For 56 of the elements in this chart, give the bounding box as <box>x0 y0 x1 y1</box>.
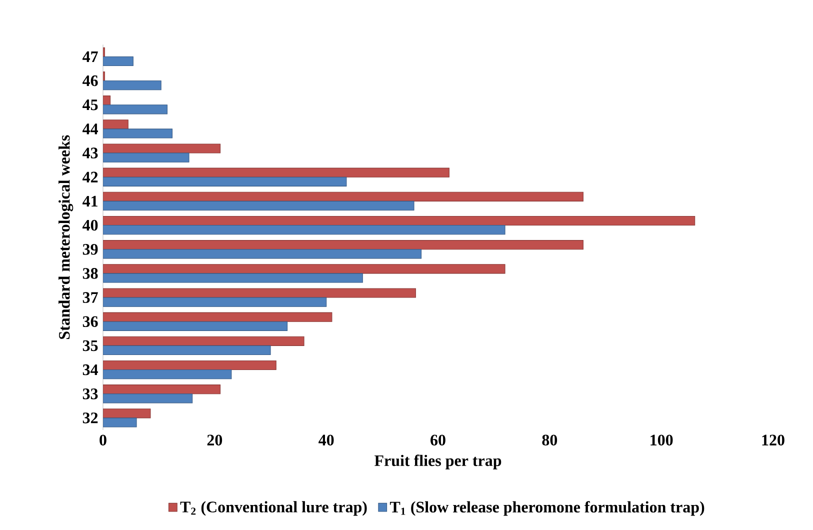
y-tick-label: 45 <box>82 100 98 110</box>
bar <box>103 56 134 66</box>
y-tick-label: 39 <box>82 244 98 255</box>
bar <box>103 80 162 90</box>
bar <box>103 408 151 418</box>
y-tick-label: 47 <box>82 51 98 62</box>
bar <box>103 370 232 380</box>
y-tick-label: 38 <box>82 268 98 279</box>
y-tick-label: 35 <box>82 340 98 352</box>
y-tick-label: 36 <box>82 316 98 327</box>
bar <box>103 128 173 138</box>
y-axis-title: Standard meterological weeks <box>58 135 74 339</box>
bar <box>103 273 363 283</box>
x-tick-label: 0 <box>100 434 106 446</box>
x-axis-title: Fruit flies per trap <box>374 454 502 470</box>
bar <box>103 240 584 250</box>
legend-label: T$_{2}$ (Conventional lure trap) <box>180 501 367 516</box>
y-tick-label: 33 <box>82 388 98 400</box>
x-tick-label: 20 <box>207 434 222 446</box>
x-tick-label: 80 <box>542 434 558 446</box>
y-tick-label: 37 <box>82 292 98 303</box>
bar <box>103 104 168 114</box>
bar <box>103 144 221 154</box>
bar <box>103 336 304 346</box>
y-tick-label: 32 <box>82 412 98 424</box>
bar <box>103 264 506 274</box>
y-tick-label: 44 <box>82 124 98 134</box>
bar <box>103 297 327 307</box>
x-tick-label: 60 <box>430 434 446 446</box>
y-tick-label: 41 <box>82 196 98 206</box>
y-tick-label: 46 <box>82 75 98 86</box>
bar <box>103 360 276 370</box>
legend-label: T$_{1}$ (Slow release pheromone formulation trap) <box>390 501 704 516</box>
bar <box>103 168 450 178</box>
x-tick-label: 100 <box>650 434 673 446</box>
x-tick-label: 120 <box>762 434 784 446</box>
bar <box>103 200 414 211</box>
bar <box>103 345 271 356</box>
bar <box>103 176 347 186</box>
bar <box>103 288 416 298</box>
bar <box>103 225 506 235</box>
bar <box>103 321 288 331</box>
bar <box>103 394 193 404</box>
bar <box>103 249 422 259</box>
y-tick-label: 40 <box>82 220 98 231</box>
bar <box>103 120 128 130</box>
y-tick-label: 34 <box>82 364 98 376</box>
bar <box>103 192 584 202</box>
y-tick-label: 42 <box>82 172 98 182</box>
bar <box>103 152 190 162</box>
bar <box>103 312 332 322</box>
bar <box>103 418 137 428</box>
bar <box>103 216 696 226</box>
x-tick-label: 40 <box>318 434 334 446</box>
y-tick-label: 43 <box>82 148 98 158</box>
bar <box>103 384 221 394</box>
